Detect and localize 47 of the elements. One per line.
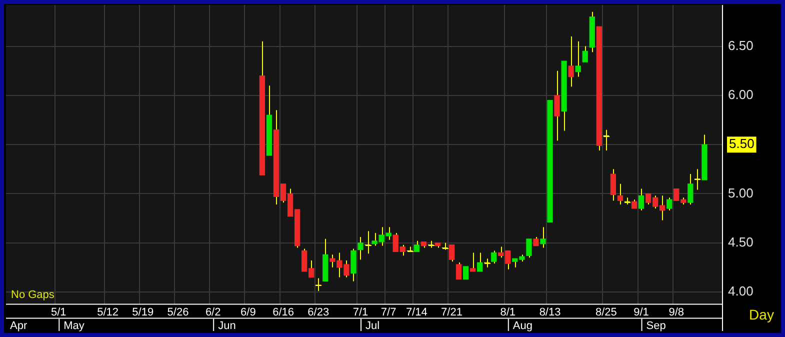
annotation: No Gaps <box>11 288 55 301</box>
text: Aug <box>512 320 532 332</box>
x-tick-label: 8/25 <box>595 306 617 318</box>
text: Jun <box>218 320 236 332</box>
candlestick <box>568 36 574 88</box>
y-tick-label: 6.00 <box>728 87 754 102</box>
x-tick-label: 7/7 <box>380 306 396 318</box>
candlestick <box>610 168 616 202</box>
candlestick <box>617 183 624 206</box>
x-tick-label: 5/26 <box>167 306 189 318</box>
candlestick <box>554 70 560 142</box>
candlestick <box>666 197 672 211</box>
x-tick-label: 6/16 <box>272 306 294 318</box>
candlestick <box>526 238 532 258</box>
text: Apr <box>10 320 28 332</box>
candlestick <box>462 266 469 280</box>
candlestick <box>638 188 644 211</box>
x-tick-label: 8/13 <box>539 306 561 318</box>
x-tick-label: 6/23 <box>308 306 330 318</box>
candlestick <box>688 174 694 206</box>
candlestick <box>582 46 588 63</box>
x-tick-label: 6/2 <box>205 306 221 318</box>
candlestick <box>456 262 462 280</box>
y-tick-label: 4.00 <box>728 284 754 299</box>
x-tick-label: 6/9 <box>240 306 256 318</box>
candlestick <box>491 250 497 264</box>
x-tick-label: 7/14 <box>406 306 428 318</box>
y-tick-label: 6.50 <box>728 38 754 53</box>
candlestick <box>540 226 546 248</box>
y-tick-label: 4.50 <box>728 234 754 250</box>
text: Jul <box>365 320 380 332</box>
text: 5.50 <box>729 136 754 152</box>
x-tick-label: 5/19 <box>132 306 154 318</box>
x-tick-label: 9/1 <box>634 306 649 318</box>
x-tick-label: 7/1 <box>352 306 368 318</box>
x-tick-label: 8/1 <box>500 306 516 318</box>
x-tick-label: 9/8 <box>668 306 684 318</box>
text: May <box>64 320 85 332</box>
candlestick <box>350 248 356 282</box>
x-tick-label: 5/1 <box>51 306 66 318</box>
text: Sep <box>646 320 666 332</box>
x-tick-label: 5/12 <box>97 306 118 318</box>
x-tick-label: 7/21 <box>441 306 462 318</box>
x-axis-title: Day <box>749 306 774 323</box>
candlestick <box>470 252 476 272</box>
y-tick-label: 5.00 <box>728 185 754 200</box>
candlestick <box>575 40 581 78</box>
